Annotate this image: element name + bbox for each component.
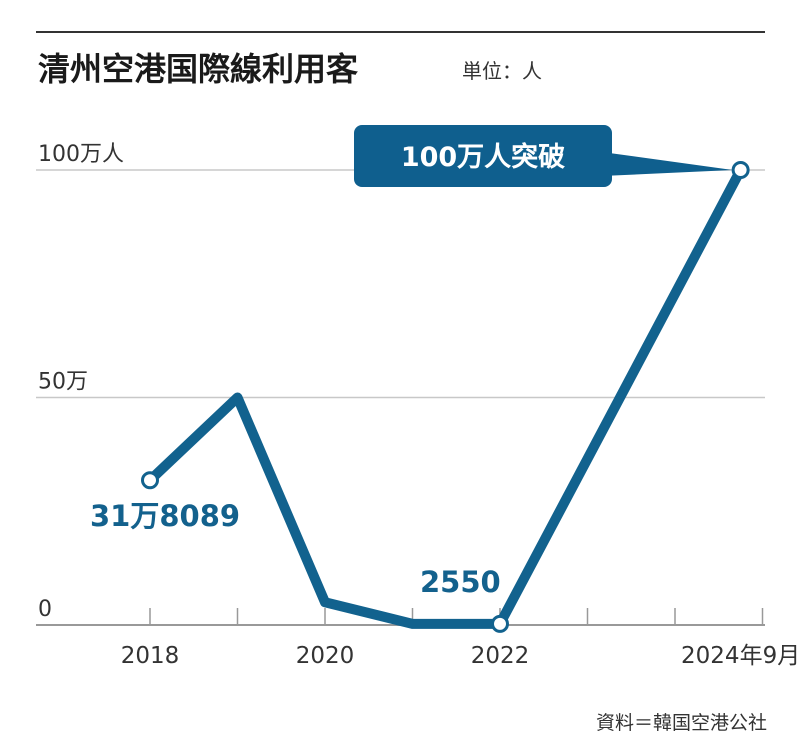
data-label: 31万8089 xyxy=(90,499,240,533)
unit-label: 単位：人 xyxy=(462,59,542,83)
x-tick-label: 2020 xyxy=(296,643,355,669)
data-point xyxy=(731,161,750,179)
callout-pointer xyxy=(602,152,733,176)
y-tick-label: 100万人 xyxy=(38,142,124,167)
callout-label: 100万人突破 xyxy=(401,141,565,173)
annotations: 31万8089 2550 100万人突破 xyxy=(90,125,733,599)
x-tick-labels: 2018 2020 2022 2024年9月 xyxy=(121,643,800,669)
data-point xyxy=(491,614,509,633)
y-tick-labels: 0 50万 100万人 xyxy=(38,142,124,622)
y-tick-label: 0 xyxy=(38,597,52,622)
gridlines xyxy=(36,169,765,399)
callout-box xyxy=(354,125,612,187)
x-tick-label: 2018 xyxy=(121,643,180,669)
x-tick-label: 2022 xyxy=(471,643,530,669)
data-label: 2550 xyxy=(420,565,501,599)
data-point xyxy=(141,471,159,490)
series-passengers xyxy=(141,161,750,633)
chart-title: 清州空港国際線利用客 xyxy=(38,50,358,88)
y-tick-label: 50万 xyxy=(38,370,88,395)
source-note: 資料＝韓国空港公社 xyxy=(596,712,767,734)
x-tick-label: 2024年9月 xyxy=(681,643,800,669)
series-line xyxy=(145,165,746,629)
